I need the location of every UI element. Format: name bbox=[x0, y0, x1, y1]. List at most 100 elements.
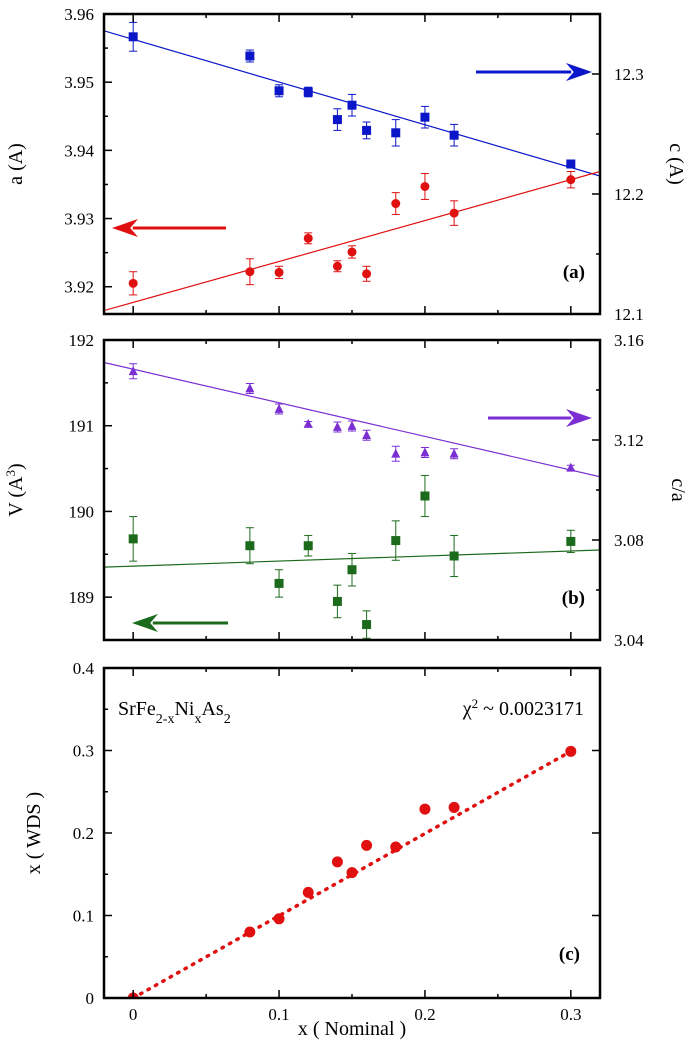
panel-a-data-point bbox=[362, 125, 372, 135]
panel-c-data-point bbox=[390, 841, 402, 853]
panel-a-ylabel: a (A) bbox=[5, 143, 27, 185]
panel-a-ylabel-right: c (A) bbox=[665, 143, 687, 185]
panel-a-data-point bbox=[449, 208, 459, 218]
panel-b-data-point bbox=[420, 447, 430, 457]
panel-a-data-point bbox=[391, 128, 401, 138]
panel-b-data-point bbox=[347, 420, 357, 430]
panel-b-tag: (b) bbox=[562, 588, 585, 609]
panel-a-ticks: 3.92 3.93 3.94 3.95 3.96 12.1 12.2 12.3 bbox=[64, 5, 644, 324]
panel-a-frame bbox=[102, 12, 602, 316]
panel-c-data-point bbox=[565, 745, 577, 757]
panel-b-data-point bbox=[245, 383, 255, 393]
panel-b-fit-line-purple bbox=[104, 361, 600, 478]
panel-c-ytick-label: 0.1 bbox=[73, 907, 94, 926]
panel-a-plot-area bbox=[104, 21, 600, 312]
panel-b-data-point bbox=[303, 541, 313, 551]
panel-b-frame bbox=[102, 338, 602, 642]
panel-a-ytick-right-label: 12.1 bbox=[614, 305, 644, 324]
panel-a-ytick-label: 3.92 bbox=[64, 278, 94, 297]
panel-b-data-point bbox=[362, 620, 372, 630]
x-axis-label: x ( Nominal ) bbox=[298, 1018, 406, 1040]
panel-a-ytick-label: 3.96 bbox=[64, 5, 94, 24]
panel-b-data-point bbox=[128, 534, 138, 544]
panel-a-data-point bbox=[347, 100, 357, 110]
panel-b-ytick-right-label: 3.12 bbox=[614, 431, 644, 450]
panel-a-ytick-label: 3.95 bbox=[64, 73, 94, 92]
panel-b-data-point bbox=[449, 551, 459, 561]
panel-b-axis-arrow-right bbox=[488, 409, 592, 427]
panel-a-ytick-right-label: 12.3 bbox=[614, 65, 644, 84]
panel-b-data-point bbox=[566, 462, 576, 472]
panel-b-axis-arrow-left bbox=[132, 614, 228, 632]
panel-b-data-point bbox=[391, 448, 401, 458]
panel-a-data-point bbox=[303, 87, 313, 97]
panel-c-ytick-label: 0.2 bbox=[73, 824, 94, 843]
panel-c-data-point bbox=[244, 926, 256, 938]
panel-c-data-point bbox=[331, 856, 343, 868]
panel-b-data-point bbox=[128, 366, 138, 376]
panel-b-ytick-right-label: 3.04 bbox=[614, 631, 644, 650]
panel-c-data-point bbox=[448, 801, 460, 813]
panel-c-tag: (c) bbox=[559, 944, 580, 965]
panel-a-data-point bbox=[347, 247, 357, 257]
panel-c-ticks: 0 0.1 0.2 0.3 0.4 0 0.1 0.2 0.3 bbox=[73, 659, 600, 1024]
panel-c-plot-area bbox=[127, 745, 577, 998]
panel-a-tag: (a) bbox=[563, 262, 585, 283]
panel-c-data-point bbox=[419, 803, 431, 815]
panel-b-series-green bbox=[104, 474, 600, 639]
panel-a-data-point bbox=[128, 278, 138, 288]
panel-c-ylabel: x ( WDS ) bbox=[23, 792, 45, 874]
x-tick-label: 0 bbox=[129, 1005, 138, 1024]
panel-b-ytick-right-label: 3.16 bbox=[614, 331, 644, 350]
panel-a-data-point bbox=[566, 159, 576, 169]
panel-b-ylabel: V (A3) bbox=[3, 463, 28, 516]
panel-a-data-point bbox=[566, 175, 576, 185]
panel-c: 0 0.1 0.2 0.3 0.4 0 0.1 0.2 0.3 x ( WDS ) (c) Sr… bbox=[23, 659, 602, 1024]
panel-b-ticks: 189 190 191 192 3.04 3.08 3.12 3.16 bbox=[69, 331, 645, 650]
panel-b-data-point bbox=[449, 448, 459, 458]
panel-c-chi-square: χ2 ~ 0.0023171 bbox=[462, 696, 584, 721]
panel-c-data-point bbox=[302, 886, 314, 898]
panel-a-ytick-label: 3.93 bbox=[64, 210, 94, 229]
panel-a-ytick-right-label: 12.2 bbox=[614, 185, 644, 204]
panel-c-data-point bbox=[346, 867, 358, 879]
panel-a-data-point bbox=[332, 261, 342, 271]
panel-b-ylabel-right: c/a bbox=[667, 478, 689, 501]
panel-a-ytick-label: 3.94 bbox=[64, 141, 94, 160]
x-tick-label: 0.3 bbox=[560, 1005, 581, 1024]
panel-b-ytick-right-label: 3.08 bbox=[614, 531, 644, 550]
panel-b-ytick-label: 190 bbox=[69, 502, 95, 521]
panel-c-ytick-label: 0 bbox=[86, 989, 95, 1008]
panel-b-data-point bbox=[303, 418, 313, 428]
panel-b-ytick-label: 191 bbox=[69, 417, 95, 436]
panel-c-formula: SrFe2-xNixAs2 bbox=[118, 698, 231, 727]
panel-a-data-point bbox=[128, 32, 138, 42]
panel-c-series-red bbox=[127, 745, 577, 998]
panel-a-data-point bbox=[274, 267, 284, 277]
panel-a-data-point bbox=[245, 267, 255, 277]
panel-c-ytick-label: 0.3 bbox=[73, 742, 94, 761]
panel-b-series-purple bbox=[104, 361, 600, 478]
panel-a-series-blue bbox=[104, 21, 600, 177]
panel-b-data-point bbox=[245, 541, 255, 551]
panel-a-data-point bbox=[420, 112, 430, 122]
panel-b-plot-area bbox=[104, 361, 600, 639]
panel-a-data-point bbox=[420, 182, 430, 191]
panel-a-data-point bbox=[274, 86, 284, 96]
panel-c-data-point bbox=[361, 839, 373, 851]
panel-a-data-point bbox=[303, 233, 313, 243]
panel-b-data-point bbox=[391, 536, 401, 546]
panel-b-data-point bbox=[566, 536, 576, 546]
panel-a-data-point bbox=[449, 130, 459, 140]
panel-b-data-point bbox=[420, 491, 430, 501]
x-tick-label: 0.1 bbox=[268, 1005, 289, 1024]
x-tick-label: 0.2 bbox=[414, 1005, 435, 1024]
panel-a-data-point bbox=[332, 115, 342, 125]
panel-a-fit-line-red bbox=[104, 170, 600, 312]
panel-c-data-point bbox=[273, 913, 285, 925]
panel-a-axis-arrow-left bbox=[112, 219, 226, 237]
panel-a: 3.92 3.93 3.94 3.95 3.96 12.1 12.2 12.3 a (A) c… bbox=[5, 5, 687, 324]
panel-c-ytick-label: 0.4 bbox=[73, 659, 95, 678]
